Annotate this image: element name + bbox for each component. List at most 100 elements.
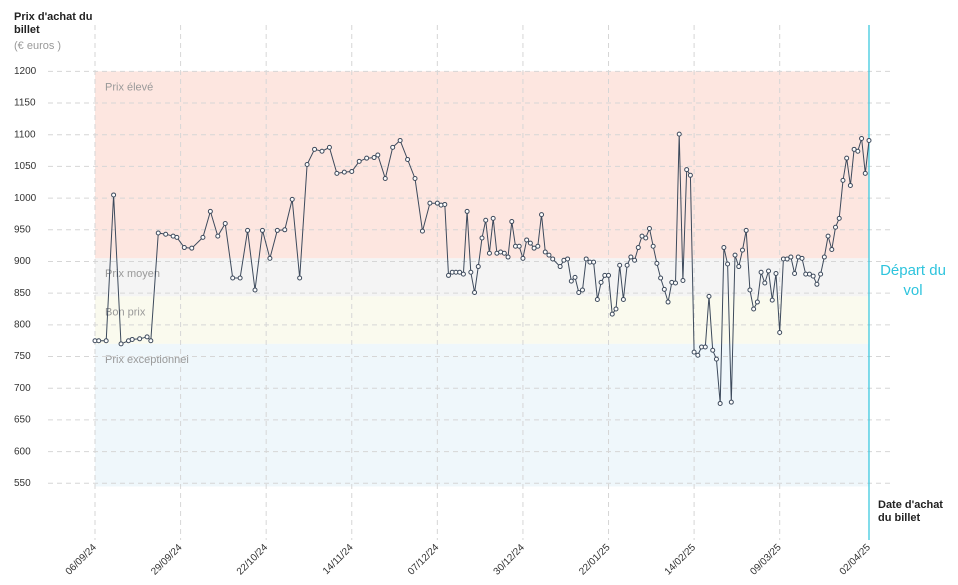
price-point (103, 338, 109, 344)
price-point (111, 192, 117, 198)
y-tick-label: 900 (14, 256, 31, 267)
price-point (639, 233, 645, 239)
price-point (572, 274, 578, 280)
price-point (579, 287, 585, 293)
price-point (691, 349, 697, 355)
y-tick-label: 1000 (14, 193, 37, 204)
price-band (95, 71, 869, 259)
x-tick-label: 07/12/24 (406, 542, 442, 578)
price-point (643, 235, 649, 241)
price-point (505, 254, 511, 260)
price-point (483, 217, 489, 223)
price-point (624, 262, 630, 268)
price-point (654, 260, 660, 266)
price-point (792, 271, 798, 277)
x-tick-label: 22/10/24 (235, 542, 271, 578)
price-point (620, 297, 626, 303)
price-point (397, 137, 403, 143)
price-point (230, 275, 236, 281)
price-point (565, 256, 571, 262)
price-point (766, 268, 772, 274)
price-point (728, 399, 734, 405)
price-point (460, 271, 466, 277)
price-point (341, 169, 347, 175)
price-point (743, 227, 749, 233)
price-point (546, 252, 552, 258)
x-tick-label: 02/04/25 (838, 542, 874, 578)
price-point (457, 269, 463, 275)
price-point (788, 254, 794, 260)
departure-label: Départ du vol (880, 262, 946, 299)
price-point (200, 234, 206, 240)
price-point (163, 231, 169, 237)
price-point (189, 245, 195, 251)
price-point (375, 152, 381, 158)
price-point (252, 287, 258, 293)
price-point (646, 226, 652, 232)
price-point (676, 131, 682, 137)
price-point (751, 306, 757, 312)
price-point (419, 228, 425, 234)
price-point (851, 146, 857, 152)
price-point (427, 200, 433, 206)
price-point (267, 255, 273, 261)
price-point (836, 215, 842, 221)
price-point (405, 156, 411, 162)
y-tick-label: 1050 (14, 161, 37, 172)
price-point (334, 170, 340, 176)
price-point (825, 233, 831, 239)
price-point (855, 148, 861, 154)
band-label: Prix moyen (105, 268, 160, 280)
price-point (609, 311, 615, 317)
y-tick-label: 1100 (14, 129, 36, 140)
price-point (866, 137, 872, 143)
price-point (207, 208, 213, 214)
price-point (576, 290, 582, 296)
x-tick-label: 09/03/25 (748, 542, 784, 578)
price-point (613, 306, 619, 312)
price-point (747, 287, 753, 293)
x-tick-label: 30/12/24 (492, 542, 528, 578)
price-point (479, 235, 485, 241)
price-point (773, 271, 779, 277)
price-point (524, 237, 530, 243)
price-point (847, 182, 853, 188)
price-point (821, 254, 827, 260)
price-point (304, 162, 310, 168)
price-point (237, 275, 243, 281)
price-point (717, 400, 723, 406)
price-point (833, 224, 839, 230)
price-point (818, 271, 824, 277)
price-point (486, 250, 492, 256)
price-point (516, 243, 522, 249)
price-point (148, 338, 154, 344)
price-point (635, 245, 641, 251)
price-point (762, 280, 768, 286)
price-point (527, 240, 533, 246)
price-point (535, 243, 541, 249)
price-point (680, 278, 686, 283)
price-point (174, 234, 180, 240)
price-point (289, 196, 295, 202)
price-point (665, 299, 671, 305)
price-point (371, 155, 377, 161)
price-point (583, 256, 589, 262)
price-band (95, 343, 869, 487)
price-point (472, 290, 478, 296)
price-point (706, 293, 712, 299)
price-point (829, 246, 835, 252)
price-point (710, 347, 716, 353)
price-point (650, 243, 656, 249)
price-point (658, 275, 664, 281)
price-point (319, 148, 325, 154)
price-point (758, 269, 764, 275)
price-point (721, 245, 727, 251)
price-point (215, 233, 221, 239)
price-point (96, 338, 102, 344)
y-tick-label: 650 (14, 415, 31, 426)
price-point (531, 245, 537, 251)
band-label: Bon prix (105, 306, 146, 318)
price-point (594, 297, 600, 303)
